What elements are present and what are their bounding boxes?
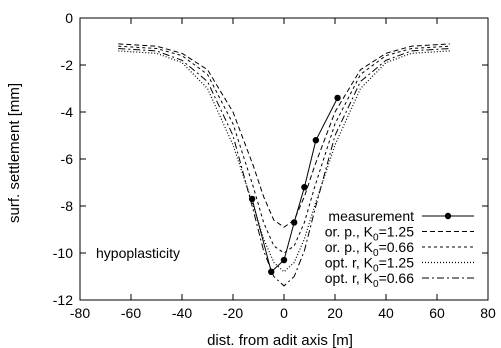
x-tick-label: 20 — [327, 305, 343, 321]
hypoplasticity-annotation: hypoplasticity — [96, 245, 180, 261]
legend-label: measurement — [328, 208, 414, 224]
axes-layer: -80 -60 -40 -20 0 20 40 60 80 0 -2 -4 -6 -8 -10 -12 — [53, 10, 496, 321]
measurement-point — [312, 137, 320, 144]
measurement-point — [334, 94, 341, 102]
legend-entry-3: or. p., K0=0.66 — [325, 239, 474, 259]
legend-label: or. p., K0=1.25 — [325, 224, 414, 244]
series-line-2 — [118, 43, 450, 228]
series-line-5 — [118, 48, 450, 287]
legend-label: opt. r, K0=1.25 — [325, 255, 414, 275]
x-tick-label: -40 — [172, 305, 192, 321]
x-tick-label: 80 — [480, 305, 496, 321]
x-tick-label: 0 — [280, 305, 288, 321]
measurement-point — [280, 256, 288, 264]
x-axis-label: dist. from adit axis [m] — [207, 332, 353, 348]
y-tick-label: -4 — [61, 104, 74, 120]
legend-label: opt. r, K0=0.66 — [325, 270, 414, 290]
x-tick-label: -60 — [121, 305, 141, 321]
y-tick-label: -10 — [53, 245, 73, 261]
y-tick-label: -2 — [61, 57, 74, 73]
legend-label: or. p., K0=0.66 — [325, 239, 414, 259]
legend-marker — [444, 212, 452, 220]
legend-entry-5: opt. r, K0=0.66 — [325, 270, 474, 290]
legend-entry-1: measurement — [328, 208, 474, 224]
y-tick-label: -12 — [53, 292, 73, 308]
x-tick-label: -20 — [223, 305, 243, 321]
series-layer — [118, 43, 450, 287]
y-tick-label: -8 — [61, 198, 74, 214]
legend-entry-2: or. p., K0=1.25 — [325, 224, 474, 244]
x-tick-label: 40 — [378, 305, 394, 321]
measurement-point — [268, 268, 275, 275]
x-tick-label: 60 — [429, 305, 445, 321]
x-tick-label: -80 — [70, 305, 90, 321]
legend-entry-4: opt. r, K0=1.25 — [325, 255, 474, 275]
y-tick-label: 0 — [65, 10, 73, 26]
y-tick-label: -6 — [61, 151, 74, 167]
measurement-point — [301, 184, 308, 191]
y-axis-label: surf. settlement [mm] — [6, 83, 23, 223]
series-line-3 — [118, 45, 450, 254]
